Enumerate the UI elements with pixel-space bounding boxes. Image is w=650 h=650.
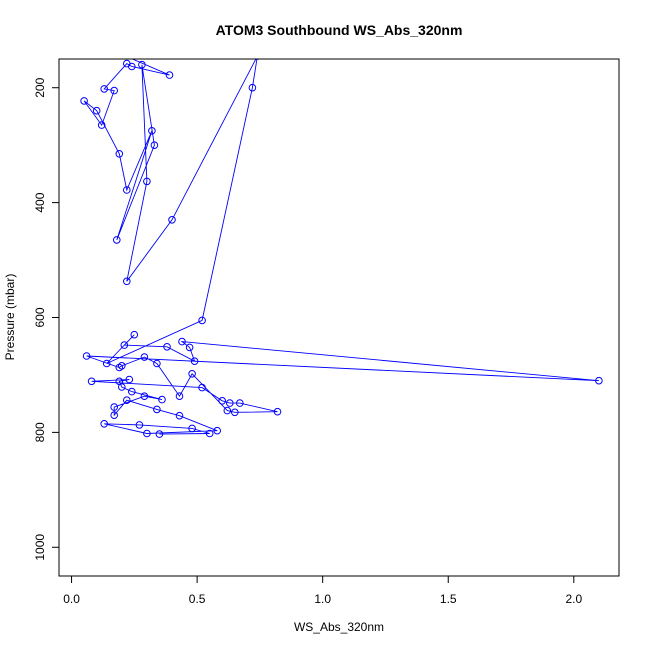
data-point — [153, 359, 161, 368]
data-point — [100, 420, 108, 428]
data-point — [138, 60, 146, 69]
data-point — [174, 39, 181, 46]
x-tick-label: 1.0 — [314, 592, 331, 606]
data-point — [113, 236, 121, 244]
data-point — [82, 352, 91, 360]
data-point — [153, 405, 161, 414]
data-point — [226, 399, 234, 407]
data-point — [218, 397, 226, 405]
series-line-0 — [83, 59, 599, 435]
data-point — [178, 337, 186, 346]
x-tick-label: 1.5 — [440, 592, 457, 606]
x-tick-label: 2.0 — [565, 592, 582, 606]
data-point — [97, 121, 106, 129]
y-tick-label: 1000 — [33, 534, 47, 561]
data-point — [140, 353, 149, 361]
data-point — [148, 127, 156, 135]
data-point — [213, 426, 221, 435]
y-axis-label: Pressure (mbar) — [3, 274, 17, 361]
data-point — [115, 363, 124, 372]
data-point — [123, 186, 131, 194]
data-point — [223, 406, 232, 415]
data-point — [205, 429, 214, 438]
data-point — [128, 387, 136, 396]
x-tick-label: 0.0 — [63, 592, 80, 606]
data-point — [190, 357, 199, 366]
data-point — [130, 330, 139, 339]
data-point — [175, 392, 184, 401]
data-point — [236, 399, 244, 407]
data-point — [231, 408, 239, 417]
data-point — [254, 59, 260, 60]
data-point — [80, 97, 88, 105]
data-point — [92, 106, 101, 115]
data-point — [106, 27, 113, 34]
data-point — [102, 359, 111, 368]
data-point — [115, 150, 124, 158]
data-point — [110, 86, 118, 95]
y-tick-label: 400 — [33, 192, 47, 212]
data-point — [150, 141, 159, 149]
plot-marks — [80, 21, 603, 438]
x-tick-label: 0.5 — [189, 592, 206, 606]
data-point — [165, 71, 174, 79]
data-point — [116, 50, 123, 57]
data-point — [87, 377, 96, 386]
data-point — [198, 316, 206, 325]
data-point — [110, 411, 118, 420]
data-point — [128, 62, 136, 71]
data-point — [273, 407, 282, 416]
data-point — [115, 377, 124, 386]
x-axis: 0.0 0.5 1.0 1.5 2.0 — [63, 575, 582, 606]
plot-frame — [58, 58, 620, 577]
data-point — [100, 85, 108, 93]
y-tick-label: 200 — [33, 77, 47, 97]
data-point — [125, 375, 134, 384]
data-point — [136, 21, 143, 28]
data-point — [168, 216, 176, 224]
data-point — [140, 392, 149, 401]
data-point — [155, 430, 164, 438]
data-point — [248, 83, 257, 92]
data-point — [110, 403, 118, 411]
data-point — [198, 383, 206, 392]
data-point — [185, 343, 194, 352]
data-point — [188, 370, 196, 378]
data-point — [595, 376, 603, 385]
data-point — [135, 421, 144, 429]
data-point — [123, 277, 131, 286]
y-axis: 200 400 600 800 1000 — [33, 77, 60, 561]
y-tick-label: 800 — [33, 422, 47, 442]
data-point — [120, 341, 129, 349]
data-point — [143, 177, 151, 186]
data-point — [175, 411, 184, 420]
data-point — [163, 343, 171, 351]
y-tick-label: 600 — [33, 307, 47, 327]
x-axis-label: WS_Abs_320nm — [294, 620, 384, 634]
data-point — [123, 396, 131, 405]
data-point — [143, 429, 151, 438]
data-point — [188, 424, 196, 433]
data-point — [158, 395, 166, 404]
chart-title: ATOM3 Southbound WS_Abs_320nm — [216, 22, 463, 38]
